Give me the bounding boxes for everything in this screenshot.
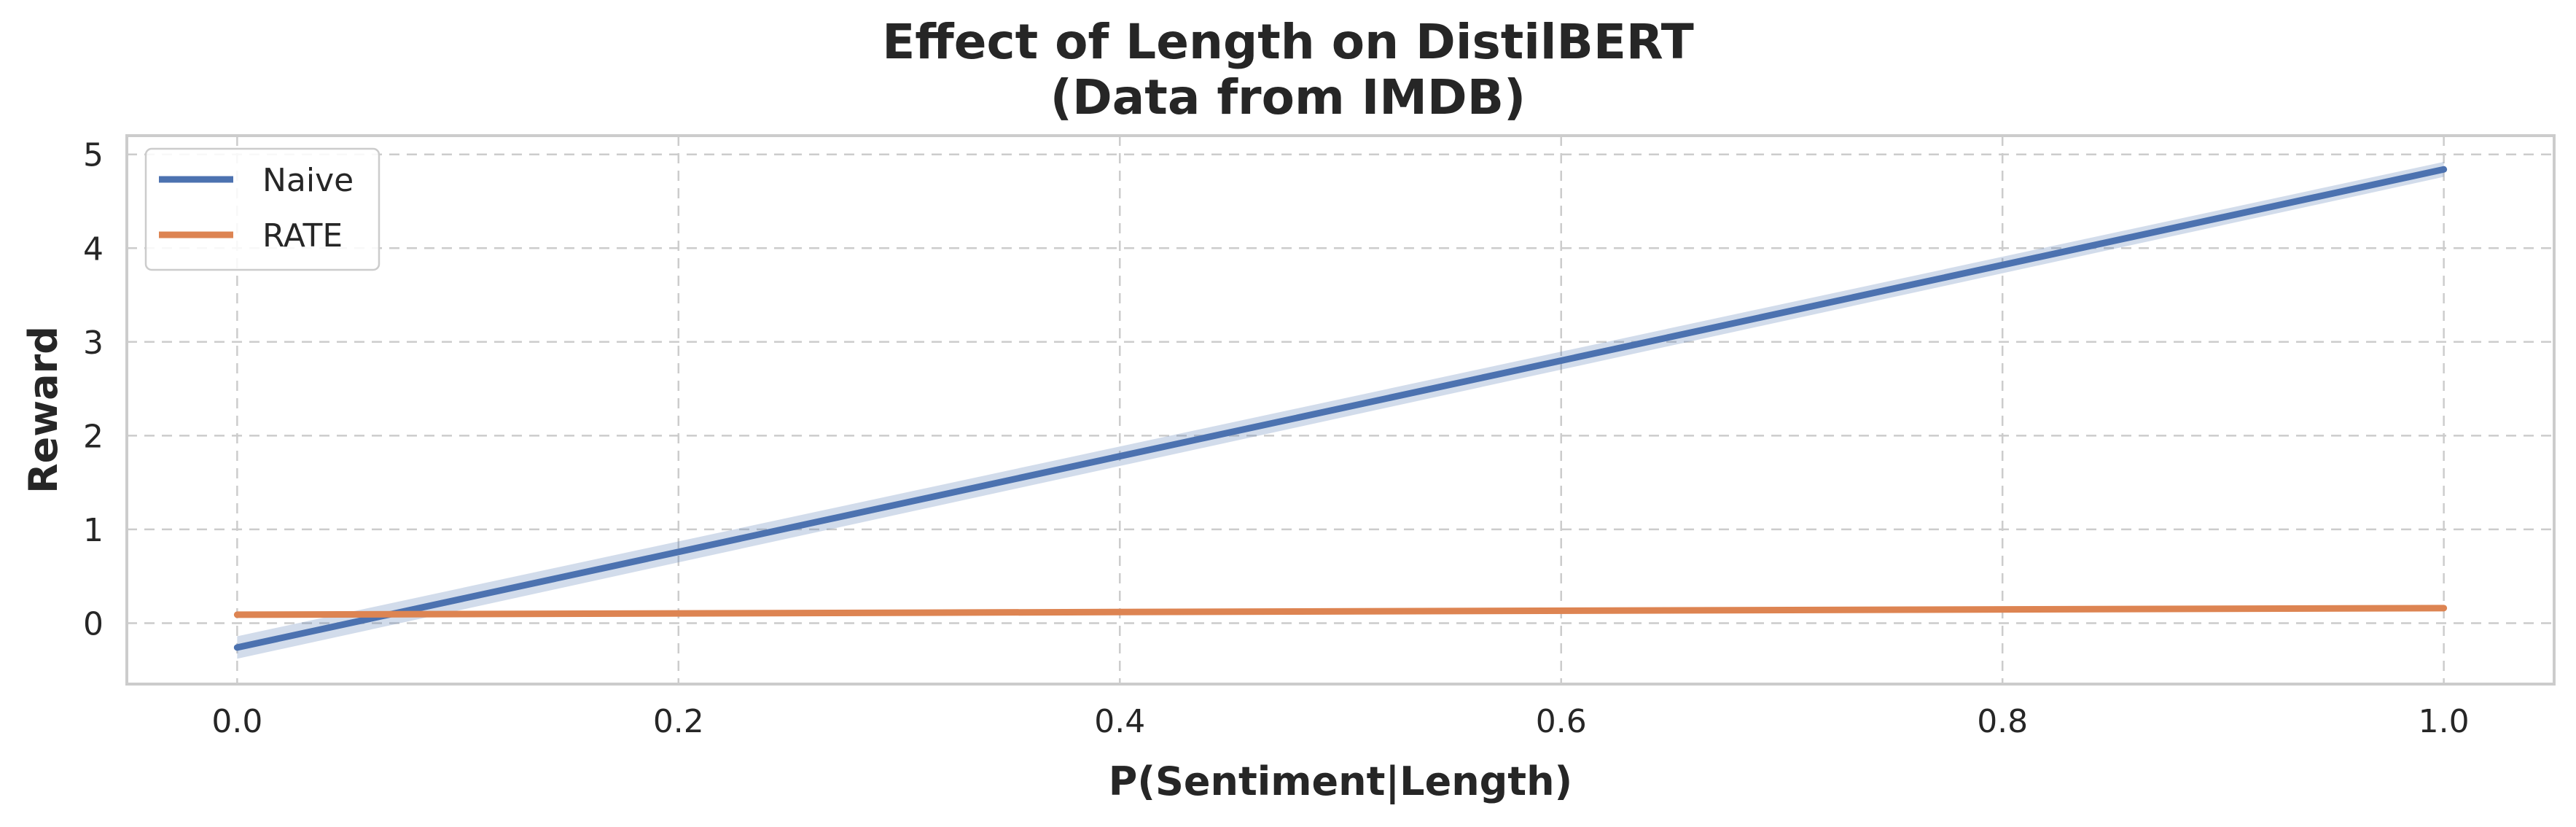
legend-label-rate: RATE: [262, 217, 343, 255]
x-tick-label: 0.8: [1977, 703, 2028, 740]
y-tick-label: 1: [83, 512, 104, 549]
y-tick-label: 4: [83, 230, 104, 268]
legend-label-naive: Naive: [262, 162, 354, 199]
y-tick-label: 5: [83, 137, 104, 174]
y-tick-label: 3: [83, 325, 104, 362]
x-ticks: 0.0 0.2 0.4 0.6 0.8 1.0: [211, 703, 2469, 740]
x-tick-label: 1.0: [2419, 703, 2470, 740]
plot-frame: [125, 134, 2556, 686]
y-tick-label: 0: [83, 605, 104, 642]
x-tick-label: 0.2: [653, 703, 704, 740]
x-tick-label: 0.4: [1094, 703, 1145, 740]
chart-title: Effect of Length on DistilBERT: [882, 14, 1694, 70]
series-lines: [233, 166, 2448, 651]
x-tick-label: 0.0: [211, 703, 262, 740]
series-line-rate: [233, 605, 2448, 618]
x-axis-label: P(Sentiment|Length): [1109, 758, 1572, 804]
y-ticks: 0 1 2 3 4 5: [83, 137, 104, 643]
chart-subtitle: (Data from IMDB): [1050, 69, 1526, 125]
y-axis-label: Reward: [20, 326, 66, 494]
x-tick-label: 0.6: [1536, 703, 1587, 740]
legend: Naive RATE: [144, 147, 380, 271]
y-tick-label: 2: [83, 418, 104, 455]
grid-layer: [127, 136, 2554, 684]
series-line-naive: [233, 166, 2448, 651]
